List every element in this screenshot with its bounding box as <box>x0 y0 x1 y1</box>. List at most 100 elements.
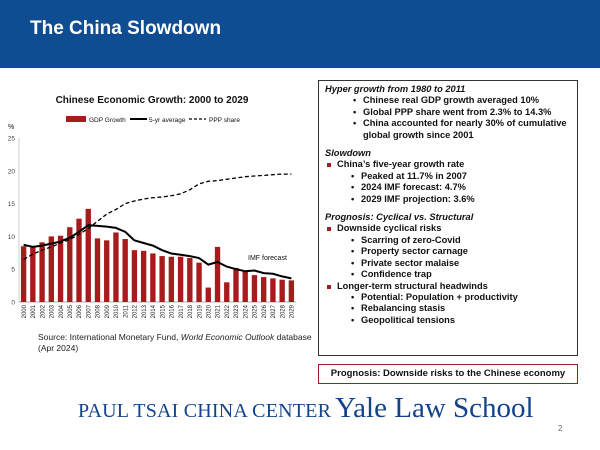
x-tick-label: 2020 <box>206 304 212 318</box>
x-tick-label: 2017 <box>179 304 185 318</box>
x-tick-label: 2010 <box>114 304 120 318</box>
gdp-bar-2026 <box>261 277 267 302</box>
footer-school-name: Yale Law School <box>335 392 534 424</box>
gdp-bar-2019 <box>196 262 202 302</box>
gdp-bar-2025 <box>251 275 258 302</box>
gdp-bar-2010 <box>113 232 119 302</box>
x-tick-label: 2014 <box>151 304 157 318</box>
y-tick-label: 20 <box>8 168 16 175</box>
gdp-bar-2020 <box>205 287 211 302</box>
gdp-bar-2028 <box>279 279 285 302</box>
legend-label-avg: 5-yr average <box>149 117 186 124</box>
x-tick-label: 2016 <box>170 304 176 318</box>
y-tick-label: 25 <box>8 136 16 143</box>
x-tick-label: 2008 <box>96 304 102 318</box>
x-tick-label: 2026 <box>262 304 268 318</box>
x-tick-label: 2006 <box>77 304 83 318</box>
gdp-bar-2004 <box>57 235 64 302</box>
x-tick-label: 2028 <box>280 304 286 318</box>
source-title: World Economic Outlook <box>180 332 275 342</box>
y-tick-label: 5 <box>11 267 15 274</box>
x-tick-label: 2012 <box>133 304 139 318</box>
slide-title: The China Slowdown <box>30 18 222 39</box>
footer-center-name: PAUL TSAI CHINA CENTER <box>78 400 332 422</box>
legend-label-gdp: GDP Growth <box>89 117 126 124</box>
gdp-bar-2021 <box>214 246 221 302</box>
cyclical-heading: Downside cyclical risks <box>325 223 571 234</box>
cyclical-item: Private sector malaise <box>325 258 571 270</box>
x-tick-label: 2001 <box>31 304 37 318</box>
source-prefix: Source: International Monetary Fund, <box>38 332 181 342</box>
x-tick-label: 2022 <box>225 304 231 318</box>
avg-line <box>23 224 292 280</box>
title-bar: The China Slowdown <box>0 0 600 68</box>
gdp-bar-2017 <box>177 256 184 302</box>
prognosis-callout: Prognosis: Downside risks to the Chinese… <box>318 364 578 384</box>
footer-branding: PAUL TSAI CHINA CENTER Yale Law School <box>78 392 534 425</box>
slowdown-bullet: 2024 IMF forecast: 4.7% <box>325 182 571 194</box>
gdp-bar-2018 <box>187 258 193 302</box>
gdp-bar-2022 <box>224 282 230 302</box>
x-tick-label: 2015 <box>160 304 166 318</box>
prognosis-heading: Prognosis: Cyclical vs. Structural <box>325 212 474 223</box>
structural-item: Geopolitical tensions <box>325 315 571 327</box>
y-tick-label: 10 <box>8 234 16 241</box>
gdp-bar-2003 <box>48 236 54 302</box>
hyper-bullet: Chinese real GDP growth averaged 10% <box>325 95 571 107</box>
chart-title: Chinese Economic Growth: 2000 to 2029 <box>56 95 249 106</box>
gdp-bar-2000 <box>20 246 27 302</box>
summary-panel: Hyper growth from 1980 to 2011 Chinese r… <box>318 80 578 356</box>
y-tick-label: 15 <box>8 201 16 208</box>
slowdown-bullet: Peaked at 11.7% in 2007 <box>325 171 571 183</box>
y-axis-unit: % <box>8 124 14 131</box>
ppp-line <box>23 173 292 260</box>
gdp-bar-2011 <box>122 239 128 302</box>
gdp-bar-2029 <box>288 280 295 302</box>
x-tick-label: 2007 <box>86 304 92 318</box>
slowdown-section: Slowdown China’s five-year growth rate P… <box>325 148 571 205</box>
legend-label-ppp: PPP share <box>209 117 240 124</box>
x-tick-label: 2018 <box>188 304 194 318</box>
structural-item: Rebalancing stasis <box>325 303 571 315</box>
gdp-bar-2013 <box>140 250 147 302</box>
gdp-bar-2012 <box>131 250 138 302</box>
growth-chart: Chinese Economic Growth: 2000 to 2029 GDP… <box>8 95 296 318</box>
gdp-bar-2023 <box>233 267 239 302</box>
gdp-bar-2009 <box>104 240 110 302</box>
hyper-bullet: Global PPP share went from 2.3% to 14.3% <box>325 107 571 119</box>
x-tick-label: 2024 <box>243 304 249 318</box>
prognosis-section: Prognosis: Cyclical vs. Structural Downs… <box>325 212 571 326</box>
gdp-bar-2015 <box>159 256 165 302</box>
x-tick-label: 2003 <box>50 304 56 318</box>
x-tick-label: 2027 <box>271 304 277 318</box>
gdp-bar-2005 <box>67 227 73 302</box>
source-note: Source: International Monetary Fund, Wor… <box>38 332 318 354</box>
x-tick-label: 2013 <box>142 304 148 318</box>
gdp-bar-2001 <box>30 247 36 302</box>
x-tick-label: 2011 <box>123 304 129 318</box>
slowdown-bullet: 2029 IMF projection: 3.6% <box>325 194 571 206</box>
gdp-bar-2006 <box>76 218 82 302</box>
gdp-bar-2014 <box>150 253 156 302</box>
imf-forecast-annotation: IMF forecast <box>248 255 287 262</box>
x-tick-label: 2000 <box>22 304 28 318</box>
x-tick-label: 2023 <box>234 304 240 318</box>
gdp-bar-2002 <box>39 242 45 302</box>
source-suffix: database (Apr 2024) <box>38 332 312 353</box>
x-tick-label: 2021 <box>216 304 222 318</box>
x-tick-label: 2029 <box>290 304 296 318</box>
hyper-bullet: China accounted for nearly 30% of cumula… <box>325 118 571 141</box>
x-tick-label: 2004 <box>59 304 65 318</box>
cyclical-item: Property sector carnage <box>325 246 571 258</box>
slowdown-main: China’s five-year growth rate <box>325 159 571 170</box>
legend-swatch-gdp <box>66 116 86 122</box>
x-tick-label: 2005 <box>68 304 74 318</box>
gdp-bar-2016 <box>168 256 175 302</box>
hyper-heading: Hyper growth from 1980 to 2011 <box>325 84 466 94</box>
cyclical-item: Scarring of zero-Covid <box>325 235 571 247</box>
gdp-bar-2007 <box>85 208 91 302</box>
hyper-growth-section: Hyper growth from 1980 to 2011 Chinese r… <box>325 84 571 141</box>
structural-item: Potential: Population + productivity <box>325 292 571 304</box>
y-tick-label: 0 <box>11 300 15 307</box>
x-tick-label: 2025 <box>253 304 259 318</box>
